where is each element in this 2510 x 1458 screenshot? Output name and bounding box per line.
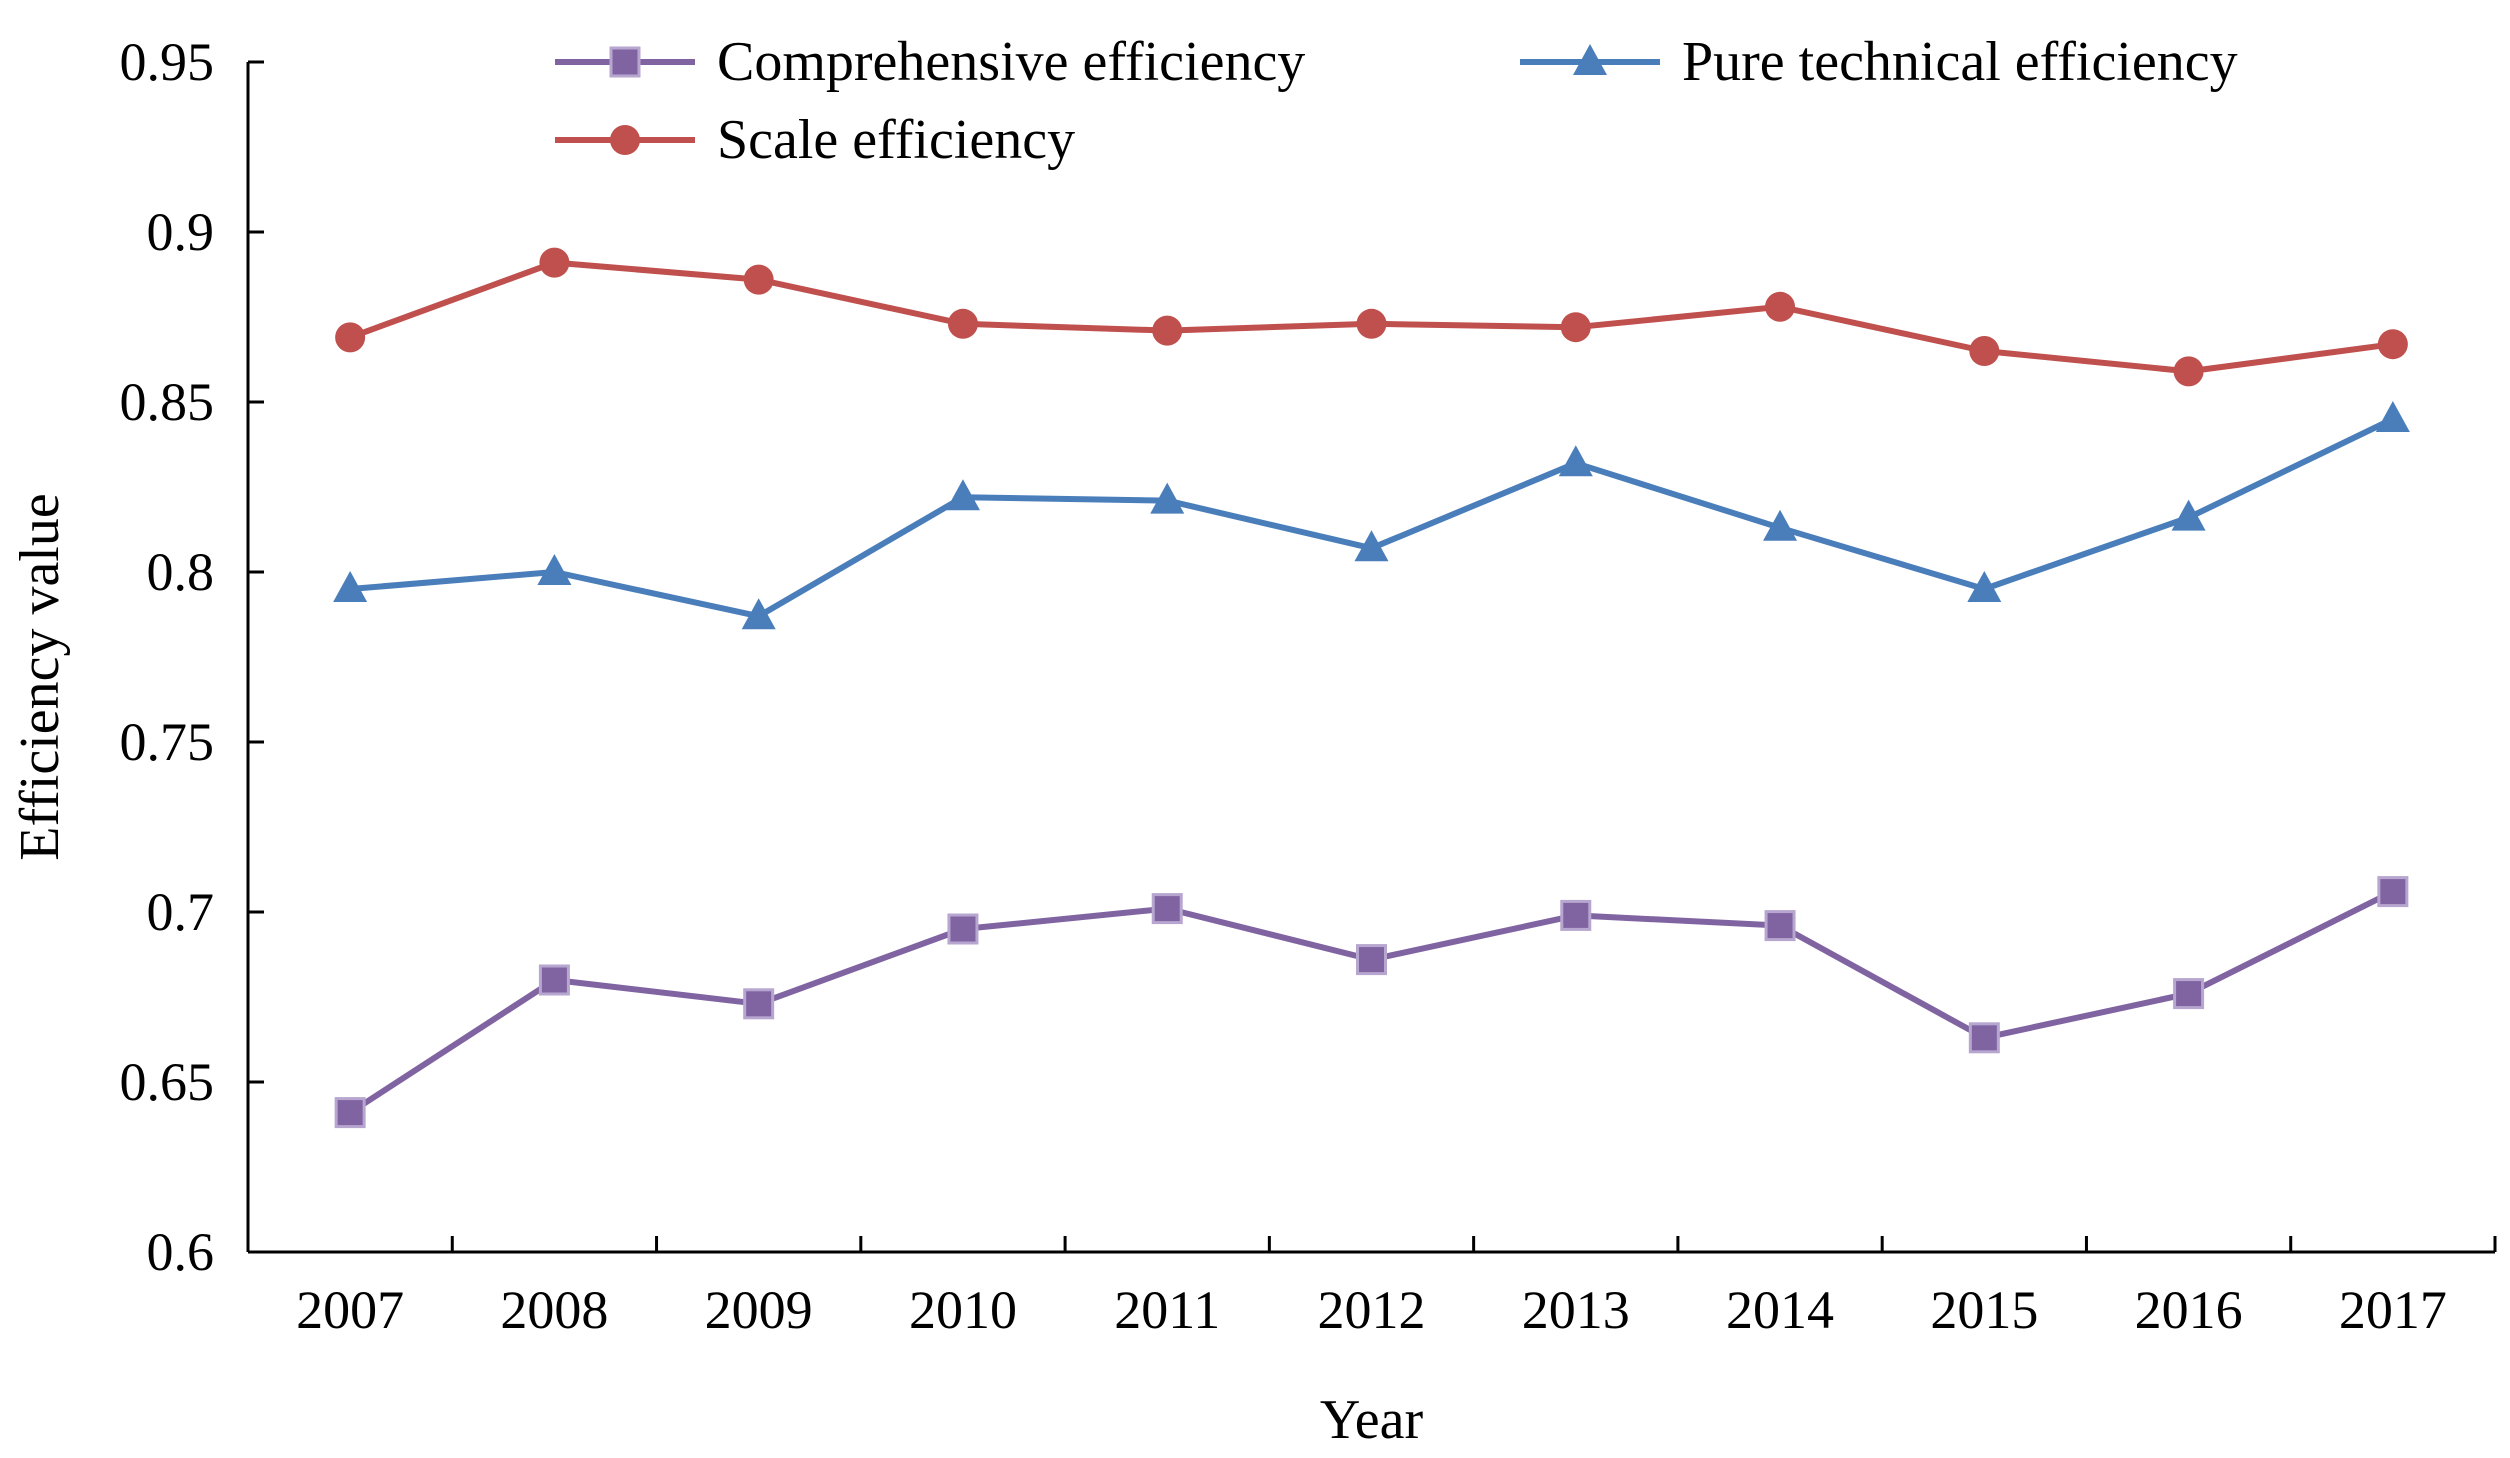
data-point	[1354, 530, 1389, 562]
x-tick-label: 2009	[705, 1280, 813, 1340]
x-tick-label: 2016	[2135, 1280, 2243, 1340]
legend-marker	[1573, 44, 1607, 75]
data-point	[2375, 401, 2410, 432]
legend-marker	[610, 125, 640, 155]
y-tick-label: 0.9	[147, 202, 215, 262]
series-square	[334, 876, 2409, 1129]
x-tick-label: 2013	[1522, 1280, 1630, 1340]
legend-label: Comprehensive efficiency	[717, 31, 1305, 93]
data-point	[1765, 291, 1796, 322]
series-line	[349, 416, 2395, 620]
y-ticks: 0.6 0.65 0.7 0.75 0.8 0.85 0.9 0.95	[120, 32, 264, 1282]
data-point	[743, 988, 775, 1020]
data-point	[335, 322, 366, 353]
x-tick-label: 2008	[500, 1280, 608, 1340]
data-point	[947, 913, 979, 945]
legend: Comprehensive efficiency Pure technical e…	[555, 31, 2238, 171]
data-point	[1356, 944, 1387, 976]
y-tick-label: 0.7	[147, 882, 215, 942]
data-point	[1151, 893, 1183, 925]
data-point	[1356, 308, 1387, 339]
x-tick-label: 2011	[1114, 1280, 1220, 1340]
data-point	[743, 264, 774, 295]
data-point	[1150, 482, 1185, 514]
data-point	[537, 554, 572, 585]
y-tick-label: 0.75	[120, 712, 215, 772]
axes	[246, 62, 2495, 1254]
data-point	[333, 571, 368, 602]
legend-item: Pure technical efficiency	[1520, 31, 2238, 93]
y-tick-label: 0.95	[120, 32, 215, 92]
data-point	[2173, 978, 2205, 1010]
data-point	[1968, 1022, 2000, 1054]
data-point	[1560, 312, 1591, 343]
data-point	[2377, 876, 2409, 908]
legend-marker	[609, 46, 641, 78]
x-ticks: 2007 2008 2009 2010 2011 2012 2013 2014 2015 2016…	[296, 1236, 2497, 1340]
x-axis-title: Year	[1320, 1389, 1424, 1451]
legend-label: Pure technical efficiency	[1682, 31, 2238, 93]
data-point	[1764, 910, 1796, 942]
series-line	[348, 888, 2395, 1116]
y-tick-label: 0.85	[120, 372, 215, 432]
data-point	[945, 479, 980, 511]
x-tick-label: 2007	[296, 1280, 404, 1340]
x-tick-label: 2012	[1318, 1280, 1426, 1340]
data-point	[1763, 509, 1798, 541]
series-triangle	[333, 401, 2410, 630]
data-point	[741, 598, 776, 630]
data-point	[1969, 336, 2000, 366]
legend-label: Scale efficiency	[717, 109, 1075, 171]
data-point	[2173, 356, 2204, 387]
data-point	[538, 964, 570, 996]
legend-item: Comprehensive efficiency	[555, 31, 1305, 93]
x-tick-label: 2017	[2339, 1280, 2447, 1340]
data-point	[2171, 499, 2206, 531]
data-point	[539, 247, 570, 278]
y-axis-title: Efficiency value	[9, 493, 71, 860]
x-tick-label: 2014	[1726, 1280, 1834, 1340]
data-point	[1152, 315, 1183, 346]
series-group	[333, 247, 2410, 1129]
y-tick-label: 0.6	[147, 1222, 215, 1282]
series-circle	[335, 247, 2408, 387]
legend-item: Scale efficiency	[555, 109, 1075, 171]
data-point	[1560, 899, 1592, 931]
data-point	[947, 308, 978, 339]
x-tick-label: 2010	[909, 1280, 1017, 1340]
data-point	[1967, 571, 2002, 602]
y-tick-label: 0.65	[120, 1052, 215, 1112]
y-tick-label: 0.8	[147, 542, 215, 602]
data-point	[334, 1097, 366, 1129]
data-point	[2377, 329, 2408, 360]
x-tick-label: 2015	[1930, 1280, 2038, 1340]
data-point	[1558, 445, 1593, 477]
